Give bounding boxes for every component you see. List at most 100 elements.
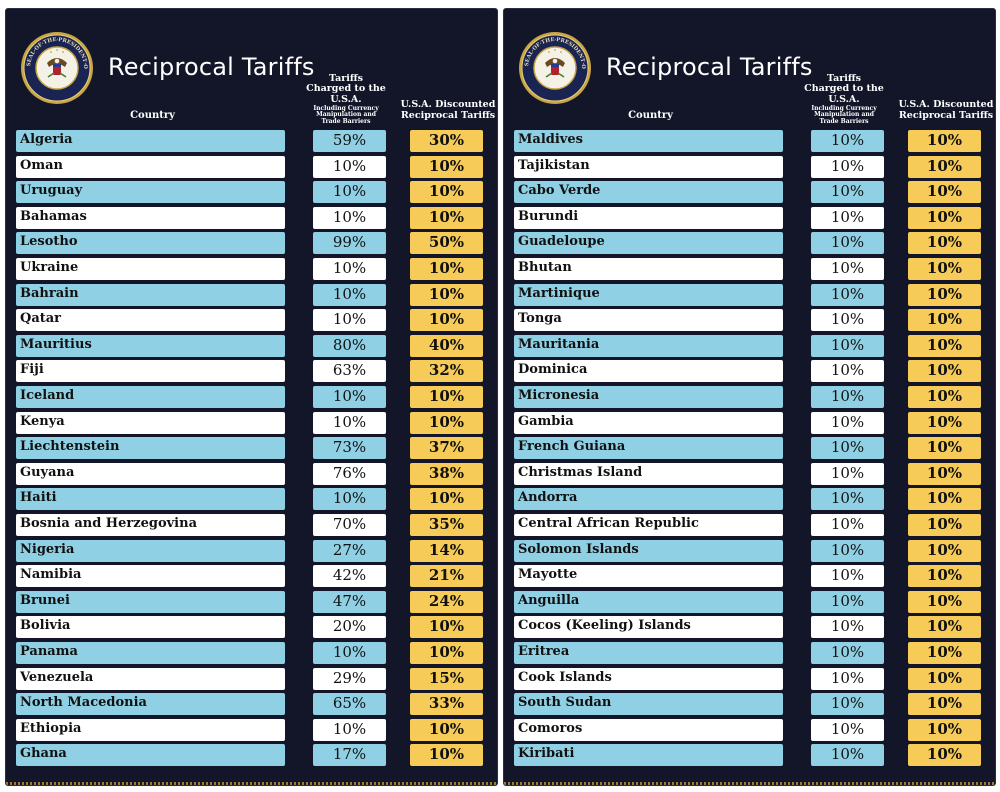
discounted-tariff-cell-text: 10% (926, 668, 963, 687)
country-cell-text: Tajikistan (518, 157, 590, 173)
charged-tariff-cell-text: 47% (332, 591, 367, 610)
country-cell-text: Micronesia (518, 388, 600, 403)
country-cell: Oman (16, 155, 285, 178)
country-cell: Fiji (16, 360, 285, 383)
charged-tariff-cell: 59% (313, 130, 386, 152)
discounted-tariff-cell-text: 10% (926, 259, 963, 277)
country-cell-text: Fiji (20, 362, 44, 378)
table-row: Andorra 10% 10% (504, 488, 995, 511)
charged-tariff-cell-text: 10% (332, 387, 367, 405)
discounted-tariff-cell-text: 14% (428, 540, 465, 559)
column-header-country: Country (628, 110, 673, 121)
charged-tariff-cell: 10% (313, 181, 386, 204)
discounted-tariff-cell: 10% (410, 258, 483, 280)
country-cell-text: Gambia (518, 413, 574, 429)
country-cell-text: Bolivia (20, 618, 71, 634)
country-cell: North Macedonia (16, 693, 285, 716)
charged-tariff-cell-text: 10% (830, 745, 865, 764)
country-cell: Namibia (16, 565, 285, 588)
discounted-tariff-cell-text: 21% (428, 566, 465, 585)
country-cell-text: Kenya (20, 413, 65, 429)
discounted-tariff-cell: 10% (410, 181, 483, 204)
charged-tariff-cell: 10% (811, 488, 884, 511)
discounted-tariff-cell: 10% (908, 437, 981, 460)
country-cell-text: Burundi (518, 208, 579, 224)
discounted-tariff-cell: 10% (410, 616, 483, 639)
discounted-tariff-cell-text: 10% (926, 310, 963, 329)
charged-tariff-cell-text: 10% (332, 207, 367, 226)
discounted-tariff-cell-text: 10% (926, 335, 963, 354)
table-row: Bolivia 20% 10% (6, 616, 497, 639)
country-cell: Guadeloupe (514, 232, 783, 255)
charged-tariff-cell-text: 76% (332, 463, 367, 482)
table-row: French Guiana 10% 10% (504, 437, 995, 460)
discounted-tariff-cell-text: 10% (428, 182, 465, 201)
charged-tariff-cell: 10% (313, 309, 386, 332)
table-row: Anguilla 10% 10% (504, 590, 995, 613)
country-cell-text: Haiti (20, 490, 57, 506)
country-cell-text: French Guiana (518, 439, 626, 455)
charged-tariff-cell-text: 10% (830, 489, 865, 508)
table-row: Qatar 10% 10% (6, 309, 497, 332)
country-cell: Comoros (514, 718, 783, 741)
country-cell-text: Martinique (518, 285, 600, 301)
page-title: Reciprocal Tariffs (606, 53, 813, 81)
discounted-tariff-cell: 40% (410, 334, 483, 357)
charged-tariff-cell-text: 10% (332, 182, 367, 201)
charged-tariff-cell-text: 10% (332, 310, 367, 329)
discounted-tariff-cell-text: 10% (428, 643, 465, 661)
country-cell-text: Christmas Island (518, 464, 643, 480)
charged-tariff-cell-text: 10% (830, 643, 865, 661)
country-cell: Kiribati (514, 744, 783, 767)
table-row: Tonga 10% 10% (504, 309, 995, 332)
country-cell-text: Comoros (518, 720, 583, 736)
discounted-tariff-cell-text: 10% (926, 489, 963, 508)
charged-tariff-cell-text: 10% (830, 233, 865, 252)
tariff-panel-left: SEAL·OF·THE·PRESIDENT·OF·THE·UNITED·STAT… (5, 8, 498, 786)
discounted-tariff-cell-text: 30% (428, 131, 465, 149)
discounted-tariff-cell-text: 10% (926, 182, 963, 201)
country-cell: Panama (16, 642, 285, 664)
charged-tariff-cell: 10% (313, 206, 386, 229)
discounted-tariff-cell-text: 10% (926, 233, 963, 252)
table-row: Venezuela 29% 15% (6, 667, 497, 690)
column-header-country: Country (130, 110, 175, 121)
discounted-tariff-cell: 10% (410, 155, 483, 178)
discounted-tariff-cell-text: 15% (428, 668, 465, 687)
table-row: Namibia 42% 21% (6, 565, 497, 588)
table-row: Martinique 10% 10% (504, 283, 995, 306)
charged-tariff-cell-text: 65% (332, 694, 367, 713)
country-cell: Martinique (514, 283, 783, 306)
discounted-tariff-cell: 24% (410, 590, 483, 613)
country-cell: Maldives (514, 130, 783, 152)
charged-tariff-cell-text: 10% (830, 515, 865, 533)
discounted-tariff-cell-text: 10% (926, 694, 963, 713)
country-cell: Kenya (16, 411, 285, 434)
charged-tariff-cell-text: 10% (830, 668, 865, 687)
charged-tariff-cell: 10% (811, 283, 884, 306)
charged-tariff-cell-text: 10% (830, 335, 865, 354)
column-header-charged: Tariffs Charged to the U.S.A. Including … (804, 73, 884, 125)
charged-tariff-cell-text: 10% (830, 463, 865, 482)
discounted-tariff-cell-text: 10% (926, 515, 963, 533)
table-row: Christmas Island 10% 10% (504, 462, 995, 485)
charged-tariff-cell: 10% (313, 642, 386, 664)
table-row: Bhutan 10% 10% (504, 258, 995, 280)
discounted-tariff-cell: 10% (908, 693, 981, 716)
country-cell-text: Brunei (20, 592, 70, 608)
charged-tariff-cell-text: 10% (830, 207, 865, 226)
country-cell-text: Eritrea (518, 644, 570, 659)
charged-tariff-cell-text: 10% (830, 387, 865, 405)
country-cell: Mauritania (514, 334, 783, 357)
charged-tariff-cell: 10% (811, 462, 884, 485)
table-row: Kiribati 10% 10% (504, 744, 995, 767)
charged-tariff-cell-text: 10% (332, 284, 367, 303)
country-cell: Venezuela (16, 667, 285, 690)
charged-tariff-cell-text: 10% (332, 156, 367, 175)
country-cell: Gambia (514, 411, 783, 434)
charged-tariff-cell: 10% (313, 258, 386, 280)
charged-tariff-cell: 10% (811, 232, 884, 255)
discounted-tariff-cell-text: 10% (926, 284, 963, 303)
discounted-tariff-cell: 10% (908, 590, 981, 613)
discounted-tariff-cell-text: 10% (926, 387, 963, 405)
